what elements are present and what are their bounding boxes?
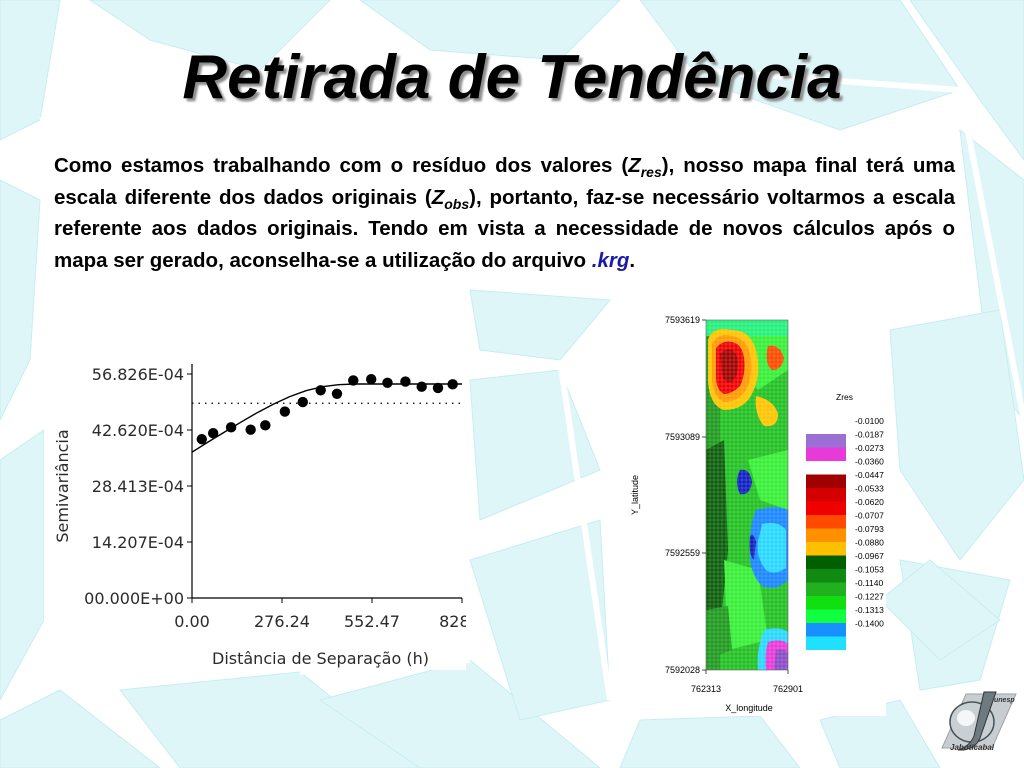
data-point — [245, 424, 256, 435]
legend-swatch — [806, 623, 846, 637]
data-point — [400, 376, 411, 387]
y-tick-label: 7593619 — [665, 315, 700, 325]
x-axis-title: X_longitude — [725, 703, 773, 713]
legend-label: -0.0880 — [855, 538, 884, 548]
legend-swatch — [806, 434, 846, 448]
data-point — [432, 382, 444, 394]
legend-label: -0.1313 — [855, 605, 884, 615]
data-point — [297, 396, 308, 408]
legend-swatch — [806, 542, 846, 556]
z-obs-subscript: obs — [444, 195, 470, 212]
z-res-subscript: res — [640, 164, 662, 181]
x-tick-label: 276.24 — [254, 612, 310, 631]
legend-label: -0.0447 — [855, 470, 884, 480]
legend-swatch — [806, 528, 846, 542]
body-paragraph: Como estamos trabalhando com o resíduo d… — [54, 150, 955, 276]
y-tick-label: 56.826E-04 — [92, 365, 184, 384]
legend-swatch — [806, 596, 846, 610]
legend-label: -0.0360 — [855, 457, 884, 467]
map-frame — [705, 319, 789, 671]
legend-label: -0.0620 — [855, 497, 884, 507]
legend-label: -0.0273 — [855, 443, 884, 453]
data-point — [225, 422, 237, 433]
y-tick-label: 14.207E-04 — [92, 533, 184, 552]
y-tick-label: 00.000E+00 — [84, 589, 184, 608]
legend-label: -0.0707 — [855, 511, 884, 521]
legend-swatch — [806, 582, 846, 596]
slide-title: Retirada de Tendência — [182, 43, 842, 112]
residual-map-chart: 7593619 7593089 7592559 7592028 762313 762901… — [628, 310, 886, 716]
para-text-4: . — [629, 248, 636, 272]
map-surface — [706, 320, 788, 670]
legend-swatch — [806, 474, 846, 488]
data-point — [365, 374, 377, 385]
para-text-1: Como estamos trabalhando com o resíduo d… — [54, 154, 629, 177]
data-point — [260, 420, 271, 431]
legend-label: -0.0793 — [855, 524, 884, 534]
legend-label: -0.1053 — [855, 565, 884, 575]
y-tick-label: 42.620E-04 — [92, 421, 184, 440]
legend-label: -0.1227 — [855, 592, 884, 602]
legend-swatch — [806, 636, 846, 650]
legend-label: -0.0187 — [855, 430, 884, 440]
x-tick-label: 762313 — [691, 684, 721, 694]
legend-label: -0.0533 — [855, 484, 884, 494]
unesp-jaboticabal-logo: unesp Jaboticabal — [941, 691, 1017, 752]
y-tick-label: 7592559 — [665, 548, 700, 558]
data-point — [207, 428, 219, 439]
data-point — [196, 433, 207, 445]
y-axis-title: Y_latitude — [630, 475, 640, 515]
data-point — [331, 388, 343, 400]
legend-label: -0.0967 — [855, 551, 884, 561]
logo-bottom-text: Jaboticabal — [950, 743, 995, 752]
logo-top-text: unesp — [994, 697, 1015, 704]
data-point — [348, 375, 359, 386]
y-axis-title: Semivariância — [53, 429, 72, 542]
legend-title: Zres — [836, 392, 853, 402]
z-res-symbol: Z — [628, 154, 641, 177]
data-point — [279, 406, 291, 417]
data-point — [315, 385, 326, 396]
legend-swatch — [806, 569, 846, 583]
legend-swatch — [806, 461, 846, 475]
y-tick-label: 7593089 — [665, 432, 700, 442]
data-point — [416, 381, 427, 392]
para-text-3: ), portanto, faz-se necessário voltarmos… — [54, 185, 955, 272]
legend-label: -0.1140 — [855, 578, 883, 588]
x-tick-label: 0.00 — [174, 612, 210, 631]
data-point — [447, 379, 458, 390]
legend-swatch — [806, 447, 846, 461]
data-point — [382, 377, 393, 388]
y-tick-label: 28.413E-04 — [92, 477, 184, 496]
legend-swatch — [806, 609, 846, 623]
legend-swatch — [806, 555, 846, 569]
para-text-2: ), nosso mapa final terá uma escala dife… — [54, 154, 955, 209]
x-tick-label: 828.7 — [439, 612, 466, 631]
legend-swatch — [806, 501, 846, 515]
legend-label: -0.1400 — [855, 619, 884, 629]
x-axis-title: Distância de Separação (h) — [212, 649, 429, 668]
map-grid — [706, 320, 788, 670]
y-tick-label: 7592028 — [665, 665, 700, 675]
legend-swatch — [806, 515, 846, 529]
krg-extension: .krg — [591, 248, 630, 272]
x-tick-label: 762901 — [773, 684, 803, 694]
x-tick-label: 552.47 — [344, 612, 400, 631]
semivariogram-chart: 00.000E+00 14.207E-04 28.413E-04 42.620E-04… — [44, 352, 466, 670]
legend-swatch — [806, 488, 846, 502]
legend-label: -0.0100 — [855, 416, 884, 426]
z-obs-symbol: Z — [431, 185, 445, 209]
